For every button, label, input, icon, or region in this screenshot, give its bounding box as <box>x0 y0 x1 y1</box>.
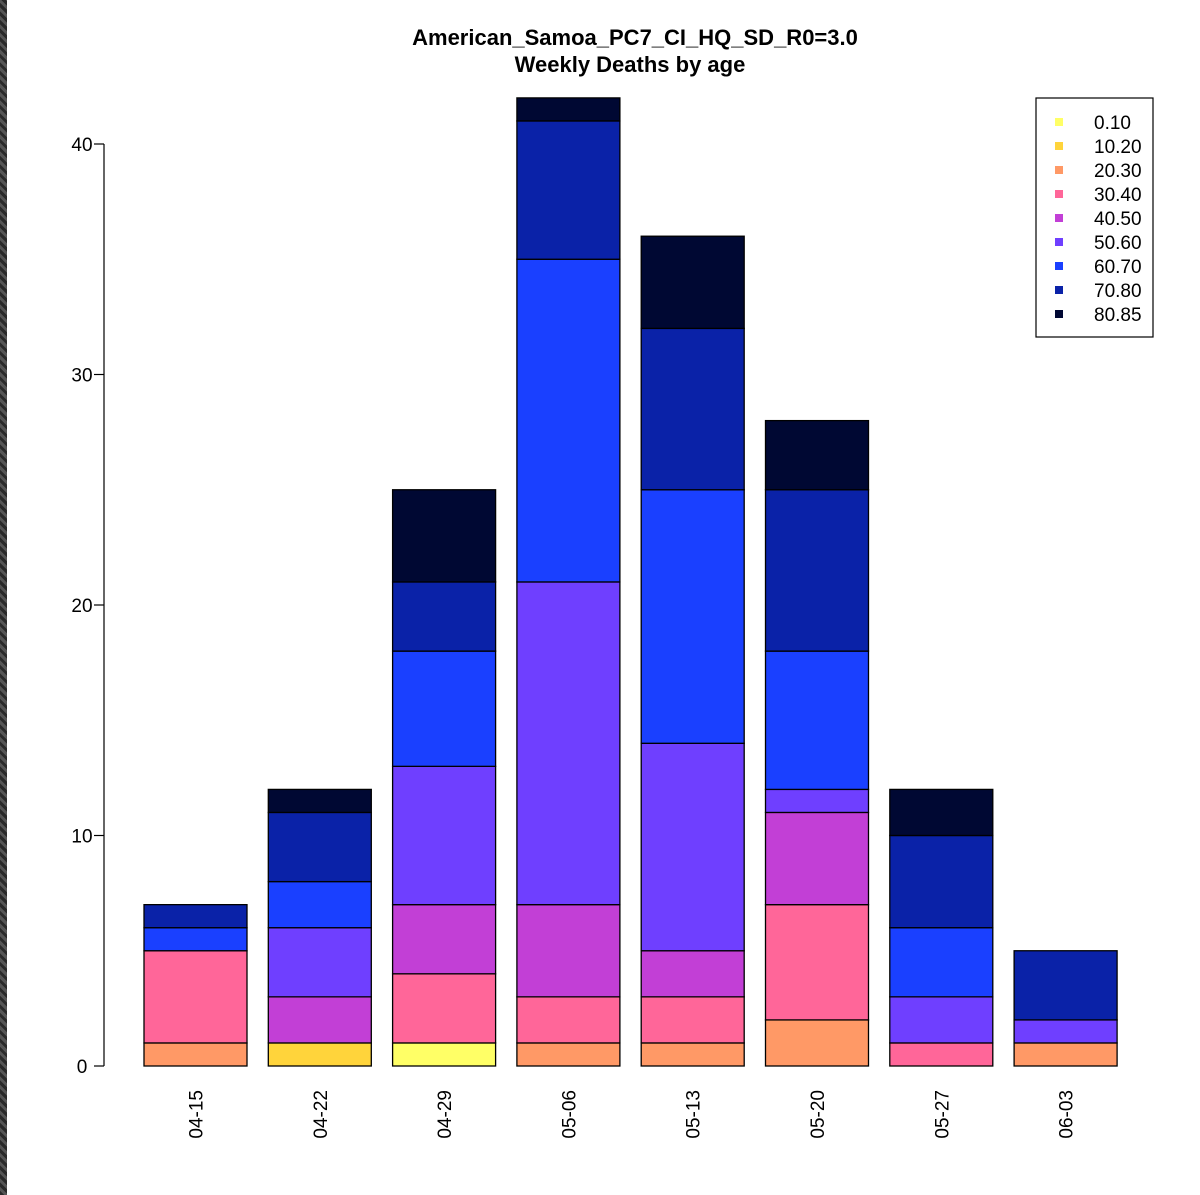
x-tick-label: 05-13 <box>684 1090 705 1139</box>
bar-segment-04-29-60.70 <box>391 650 497 767</box>
bars <box>143 97 1118 1067</box>
bar-segment-05-20-30.40 <box>764 904 870 1021</box>
bar-segment-04-29-80.85 <box>391 489 497 583</box>
legend-swatch <box>1055 310 1063 318</box>
bar-segment-05-06-70.80 <box>516 120 621 260</box>
bar-segment-05-13-60.70 <box>640 489 745 744</box>
x-tick-label: 05-27 <box>932 1090 953 1139</box>
y-tick-label: 40 <box>71 135 92 156</box>
bar-segment-04-29-30.40 <box>391 973 497 1044</box>
bar-segment-04-29-0.10 <box>391 1042 497 1067</box>
bar-segment-05-13-30.40 <box>640 996 745 1044</box>
legend-swatch <box>1055 190 1063 198</box>
chart-subtitle: Weekly Deaths by age <box>515 52 746 77</box>
legend-label: 40.50 <box>1094 209 1142 230</box>
bar-segment-05-27-30.40 <box>889 1042 994 1067</box>
bar-segment-05-06-60.70 <box>516 258 621 583</box>
bar-segment-04-22-60.70 <box>267 880 372 929</box>
bar-segment-05-20-20.30 <box>764 1019 870 1067</box>
bar-segment-05-20-50.60 <box>764 788 870 814</box>
y-tick-label: 0 <box>77 1057 88 1078</box>
bar-segment-05-13-70.80 <box>640 327 745 491</box>
bar-segment-05-27-70.80 <box>889 834 994 929</box>
legend-swatch <box>1055 142 1063 150</box>
legend-label: 80.85 <box>1094 305 1142 326</box>
bar-segment-04-22-50.60 <box>267 927 372 998</box>
bar-segment-04-22-40.50 <box>267 996 372 1044</box>
x-tick-label: 06-03 <box>1057 1090 1078 1139</box>
x-tick-label: 05-06 <box>559 1090 580 1139</box>
legend-swatch <box>1055 118 1063 126</box>
legend-swatch <box>1055 238 1063 246</box>
legend: 0.10 10.20 20.30 30.40 40.50 50.60 60.70 70.80 8… <box>1035 97 1154 338</box>
bar-segment-04-29-50.60 <box>391 765 497 906</box>
bar-segment-04-22-70.80 <box>267 811 372 883</box>
legend-label: 70.80 <box>1094 281 1142 302</box>
legend-swatch <box>1055 262 1063 270</box>
x-axis-labels: 04-15 04-22 04-29 05-06 05-13 05-20 05-27 06-03 <box>187 1090 1078 1139</box>
y-tick-label: 10 <box>71 827 92 848</box>
bar-segment-05-20-60.70 <box>764 650 870 791</box>
bar-segment-06-03-70.80 <box>1013 950 1118 1021</box>
y-axis: 0 10 20 30 40 <box>71 135 105 1078</box>
bar-segment-04-29-70.80 <box>391 581 497 652</box>
window-edge <box>0 0 7 1195</box>
bar-segment-04-15-60.70 <box>143 927 248 952</box>
bar-segment-05-06-80.85 <box>516 97 621 122</box>
bar-segment-05-06-30.40 <box>516 996 621 1044</box>
bar-segment-04-22-80.85 <box>267 788 372 814</box>
legend-swatch <box>1055 286 1063 294</box>
x-tick-label: 05-20 <box>808 1090 829 1139</box>
bar-segment-05-27-80.85 <box>889 788 994 837</box>
x-tick-label: 04-15 <box>187 1090 208 1139</box>
legend-label: 20.30 <box>1094 161 1142 182</box>
bar-segment-05-27-60.70 <box>889 927 994 998</box>
legend-label: 10.20 <box>1094 137 1142 158</box>
legend-label: 50.60 <box>1094 233 1142 254</box>
bar-segment-05-20-40.50 <box>764 811 870 906</box>
legend-swatch <box>1055 214 1063 222</box>
bar-segment-05-06-50.60 <box>516 581 621 906</box>
legend-label: 60.70 <box>1094 257 1142 278</box>
x-tick-label: 04-22 <box>311 1090 332 1139</box>
legend-label: 0.10 <box>1094 113 1131 134</box>
y-tick-label: 30 <box>71 366 92 387</box>
bar-segment-05-06-20.30 <box>516 1042 621 1067</box>
bar-segment-06-03-50.60 <box>1013 1019 1118 1044</box>
bar-segment-05-13-40.50 <box>640 950 745 998</box>
bar-segment-04-29-40.50 <box>391 904 497 975</box>
legend-label: 30.40 <box>1094 185 1142 206</box>
bar-segment-05-13-20.30 <box>640 1042 745 1067</box>
chart-title: American_Samoa_PC7_CI_HQ_SD_R0=3.0 <box>412 25 858 50</box>
bar-segment-05-27-50.60 <box>889 996 994 1044</box>
x-tick-label: 04-29 <box>435 1090 456 1139</box>
y-tick-label: 20 <box>71 596 92 617</box>
bar-segment-04-15-20.30 <box>143 1042 248 1067</box>
bar-segment-05-13-50.60 <box>640 742 745 952</box>
bar-segment-04-15-30.40 <box>143 950 248 1044</box>
bar-segment-05-13-80.85 <box>640 235 745 330</box>
bar-segment-05-20-80.85 <box>764 419 870 491</box>
bar-segment-04-22-10.20 <box>267 1042 372 1067</box>
bar-segment-05-06-40.50 <box>516 904 621 998</box>
legend-swatch <box>1055 166 1063 174</box>
bar-segment-05-20-70.80 <box>764 489 870 652</box>
bar-segment-04-15-70.80 <box>143 904 248 929</box>
bar-segment-06-03-20.30 <box>1013 1042 1118 1067</box>
